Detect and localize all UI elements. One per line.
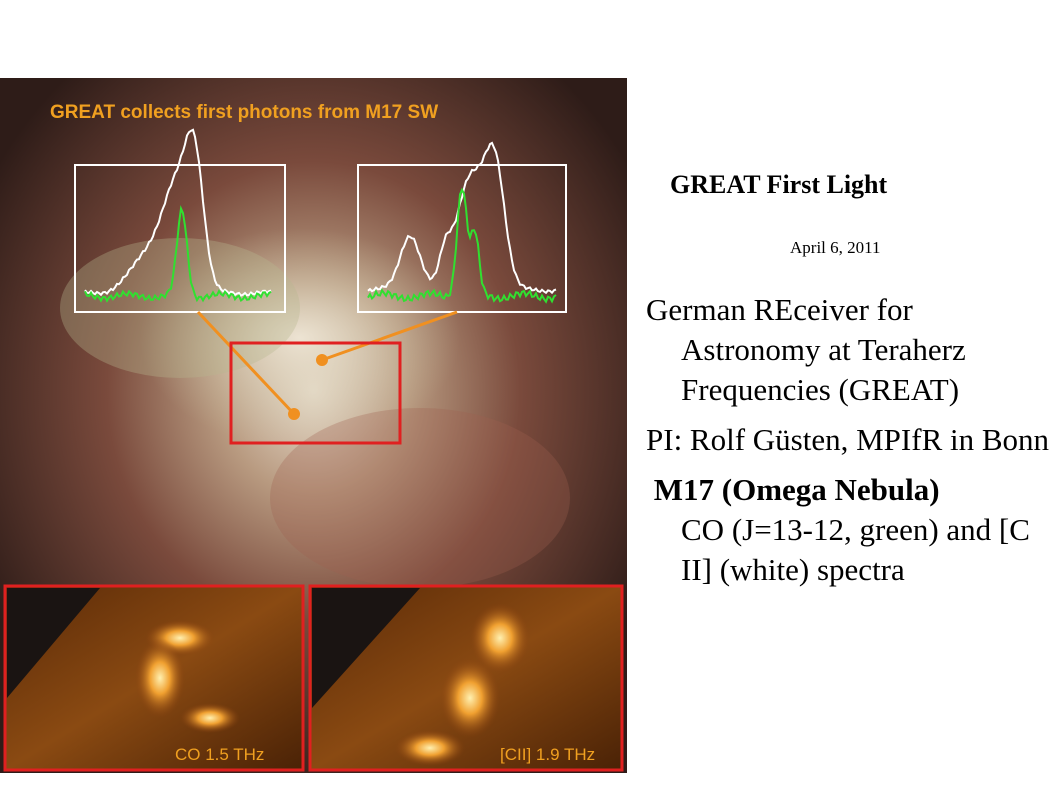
bullet: PI: Rolf Güsten, MPIfR in Bonn (646, 420, 1058, 460)
bullet-text: CO (J=13-12, green) and [C II] (white) s… (681, 512, 1030, 587)
bullet: M17 (Omega Nebula) CO (J=13-12, green) an… (646, 470, 1058, 590)
bullet-bold: M17 (Omega Nebula) (653, 472, 940, 507)
nebula-image: GREAT collects first photons from M17 SW… (0, 78, 627, 773)
pointer-line (321, 310, 458, 362)
pointer-line (196, 310, 296, 416)
region-box (229, 341, 402, 445)
slide-title: GREAT First Light (670, 170, 888, 199)
mask (312, 588, 420, 708)
bullet: German REceiver for Astronomy at Teraher… (646, 290, 1058, 410)
pointer-dot (288, 408, 300, 420)
spectrum-line (367, 141, 557, 295)
bullet-list: German REceiver for Astronomy at Teraher… (646, 290, 1058, 600)
image-caption: GREAT collects first photons from M17 SW (50, 102, 438, 123)
panel-label: CO 1.5 THz (175, 745, 264, 764)
pointer-dot (316, 354, 328, 366)
bullet-text: PI: Rolf Güsten, MPIfR in Bonn (646, 422, 1050, 457)
bullet-text: German REceiver for Astronomy at Teraher… (646, 292, 966, 407)
spectrum-box (357, 164, 567, 313)
spectrum-line (367, 187, 557, 304)
spectrum-line (84, 204, 272, 303)
slide-date: April 6, 2011 (790, 238, 881, 257)
spectrum-box (74, 164, 286, 313)
mask (7, 588, 100, 698)
spectrum-line (84, 128, 272, 297)
panel-label: [CII] 1.9 THz (500, 745, 595, 764)
